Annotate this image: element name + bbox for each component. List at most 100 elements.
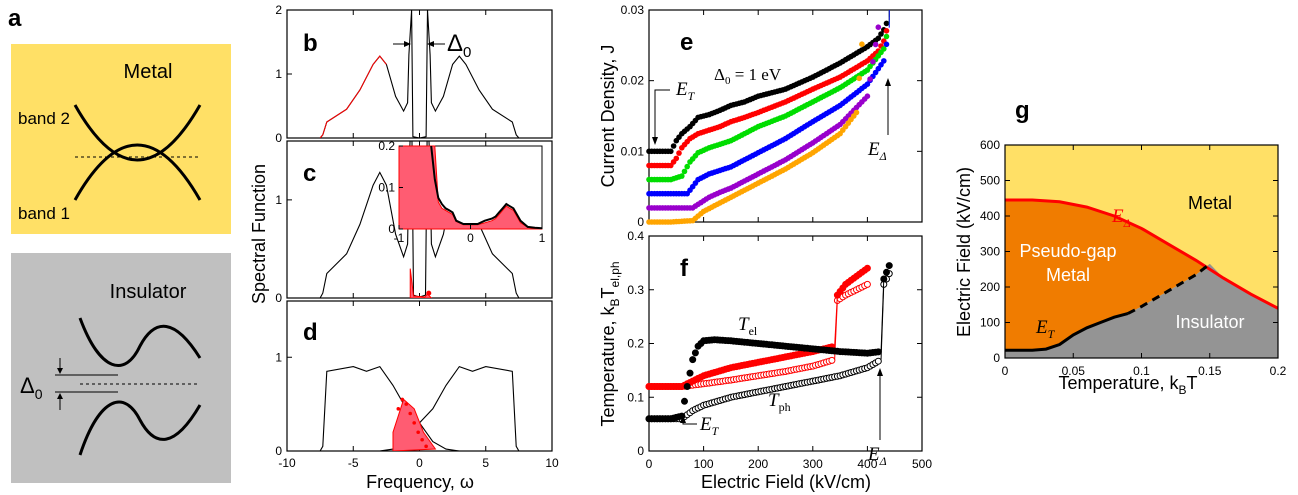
e-series-4-point	[867, 76, 873, 82]
f-ylabel: Temperature, kBTel,ph	[598, 261, 622, 426]
e-series-3-point	[864, 81, 871, 87]
e-series-3-point	[881, 58, 887, 64]
panel-label-f: f	[680, 255, 689, 282]
f-series-0-point	[686, 369, 694, 377]
f-ytick-label: 0.1	[627, 390, 644, 404]
e-series-5-point	[856, 75, 862, 82]
g-ytick-label: 100	[980, 316, 1000, 330]
g-ytick-label: 0	[993, 351, 1000, 365]
g-xtick-label: 0.1	[1133, 364, 1150, 378]
c-ytick-label: 0	[275, 291, 282, 305]
e-series-2-point	[684, 163, 690, 170]
insulator-upper-band	[78, 317, 202, 367]
f-ytick-label: 0.4	[627, 229, 644, 243]
g-xlabel: Temperature, kBT	[1058, 373, 1197, 397]
panel-label-b: b	[303, 30, 318, 57]
g-pseudogap-label-2: Metal	[1046, 265, 1090, 285]
panel-b-frame	[286, 9, 553, 139]
g-metal-label: Metal	[1188, 193, 1232, 213]
f-series-0-point	[683, 383, 691, 390]
f-xlabel: Electric Field (kV/cm)	[701, 472, 871, 492]
f-xtick-label: 500	[912, 457, 932, 471]
g-ytick-label: 200	[980, 280, 1000, 294]
f-series-0-point	[689, 356, 697, 364]
bcd-xtick-label: 5	[482, 456, 489, 470]
metal-box	[11, 44, 231, 234]
panel-d-red-point	[412, 421, 417, 425]
panel-d-red-point	[408, 411, 413, 416]
g-ytick-label: 300	[980, 245, 1000, 259]
b-ytick-label: 2	[275, 3, 282, 17]
g-ytick-label: 600	[980, 138, 1000, 152]
e-series-3-point	[878, 62, 884, 68]
c-ytick-label: 1	[275, 193, 282, 207]
e-et-arrow	[654, 89, 670, 143]
e-series-0-point	[878, 31, 884, 37]
delta-arrowhead-right	[427, 41, 434, 47]
f-series-3-point	[828, 356, 836, 364]
f-xtick-label: 300	[803, 457, 823, 471]
e-ed-label: EΔ	[867, 139, 887, 163]
insulator-box	[11, 253, 231, 483]
f-series-2-jump	[834, 295, 838, 347]
e-ytick-label: 0	[637, 215, 644, 229]
panel-b-red-curve	[319, 55, 387, 138]
f-tph-label: Tph	[768, 390, 791, 414]
inset-ytick-label: 0.1	[378, 181, 395, 195]
e-series-4-point	[875, 24, 882, 31]
delta-label: Δ0	[447, 30, 471, 61]
f-series-0-point	[883, 268, 890, 276]
g-ylabel: Electric Field (kV/cm)	[954, 167, 974, 337]
e-ytick-label: 0.03	[621, 3, 645, 17]
bcd-xtick-label: 0	[416, 456, 423, 470]
g-ytick-label: 500	[980, 174, 1000, 188]
e-series-3-point	[875, 65, 882, 72]
f-series-2-point	[863, 264, 871, 272]
panel-d-red-point	[420, 437, 424, 442]
bcd-xtick-label: 10	[545, 456, 559, 470]
e-series-2-point	[681, 168, 688, 175]
f-ytick-label: 0.3	[627, 283, 644, 297]
panel-label-g: g	[1015, 97, 1030, 124]
e-series-0-point	[883, 20, 890, 27]
gap-arrowhead-bottom	[57, 393, 63, 399]
panel-label-d: d	[303, 319, 318, 346]
f-series-0-point	[880, 275, 888, 283]
panel-e-frame	[648, 9, 923, 223]
inset-ytick-label: 0.2	[378, 139, 395, 153]
bcd-xtick-label: -10	[278, 456, 296, 470]
panel-d-red-point	[400, 397, 405, 402]
f-et-arrowhead	[680, 415, 686, 423]
panel-label-a: a	[8, 5, 22, 32]
f-xtick-label: 200	[748, 457, 768, 471]
f-series-0-point	[874, 348, 882, 356]
f-series-0-jump	[880, 278, 885, 352]
panel-d-red-point	[424, 444, 428, 449]
e-series-4-point	[864, 93, 871, 99]
f-xtick-label: 100	[694, 457, 714, 471]
g-et-label: ET	[1035, 317, 1056, 341]
e-series-5-point	[859, 41, 865, 47]
e-et-label: ET	[675, 79, 696, 103]
panel-c-red-shade	[409, 268, 433, 298]
f-series-3-point	[863, 280, 871, 288]
e-ytick-label: 0.02	[621, 74, 645, 88]
e-series-3-point	[883, 41, 890, 48]
e-et-arrowhead	[652, 137, 658, 145]
g-pseudogap-region	[1005, 200, 1224, 351]
g-xtick-label: 0.05	[1062, 364, 1086, 378]
metal-title: Metal	[124, 61, 173, 83]
e-ylabel: Current Density, J	[598, 45, 618, 188]
e-series-0-point	[875, 35, 882, 42]
e-series-1-point	[676, 150, 682, 156]
f-et-label: ET	[699, 414, 720, 438]
panel-d-red-point	[404, 402, 409, 406]
f-series-1-point	[874, 357, 882, 365]
f-tel-label: Tel	[738, 314, 758, 338]
panel-d-red-shade	[392, 398, 437, 451]
g-pseudogap-label-1: Pseudo-gap	[1019, 241, 1116, 261]
bcd-xtick-label: -5	[348, 456, 359, 470]
g-ytick-label: 400	[980, 209, 1000, 223]
e-series-2-point	[679, 173, 685, 179]
